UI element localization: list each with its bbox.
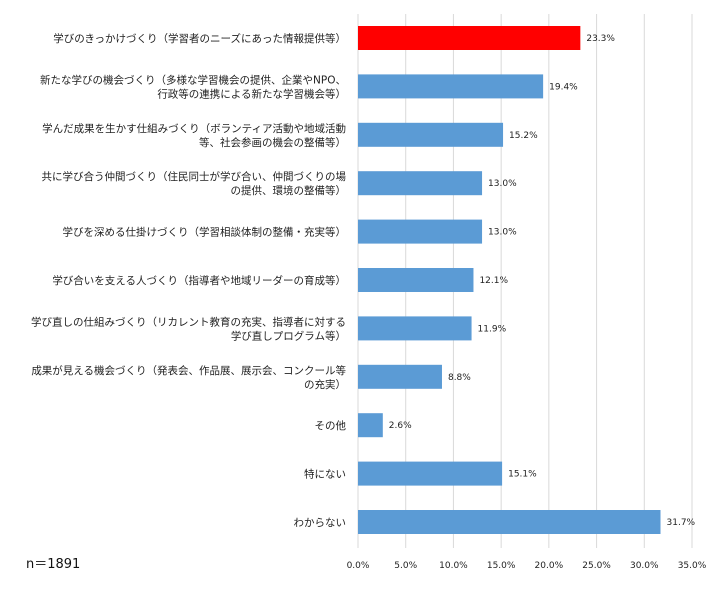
- value-label: 2.6%: [389, 421, 412, 431]
- category-labels: 学びのきっかけづくり（学習者のニーズにあった情報提供等） 新たな学びの機会づくり（…: [31, 32, 346, 529]
- bar: [358, 74, 544, 99]
- bar: [358, 122, 504, 147]
- bar: [358, 461, 503, 486]
- value-labels: 23.3% 19.4% 15.2% 13.0% 13.0% 12.1% 11.9% 8.8% 2…: [389, 34, 696, 528]
- x-axis-ticks: 0.0% 5.0% 10.0% 15.0% 20.0% 25.0% 30.0% 35.0%: [347, 561, 707, 571]
- category-label: 学び合いを支える人づくり（指導者や地域リーダーの育成等）: [52, 274, 346, 287]
- category-label: 新たな学びの機会づくり（多様な学習機会の提供、企業やNPO、行政等の連携による新…: [40, 73, 346, 100]
- value-label: 23.3%: [586, 34, 615, 44]
- x-tick-label: 10.0%: [439, 561, 468, 571]
- x-tick-label: 25.0%: [582, 561, 611, 571]
- value-label: 12.1%: [479, 276, 508, 286]
- bar: [358, 26, 581, 50]
- bar: [358, 268, 474, 292]
- category-label: わからない: [294, 517, 347, 529]
- category-label: その他: [315, 419, 347, 432]
- x-tick-label: 0.0%: [347, 561, 370, 571]
- category-label: 学んだ成果を生かす仕組みづくり（ボランティア活動や地域活動等、社会参画の機会の整…: [42, 122, 346, 149]
- bar: [358, 413, 383, 438]
- category-label: 共に学び合う仲間づくり（住民同士が学び合い、仲間づくりの場の提供、環境の整備等）: [42, 170, 347, 197]
- value-label: 11.9%: [478, 324, 507, 334]
- category-label: 特にない: [304, 469, 346, 481]
- value-label: 15.1%: [508, 470, 537, 480]
- value-label: 13.0%: [488, 228, 517, 238]
- bars: [358, 26, 661, 534]
- x-tick-label: 35.0%: [678, 561, 707, 571]
- value-label: 13.0%: [488, 179, 517, 189]
- x-tick-label: 15.0%: [487, 561, 516, 571]
- bar: [358, 219, 483, 244]
- x-tick-label: 20.0%: [535, 561, 564, 571]
- x-tick-label: 5.0%: [394, 561, 417, 571]
- value-label: 19.4%: [549, 82, 578, 92]
- value-label: 8.8%: [448, 373, 471, 383]
- bar: [358, 510, 661, 534]
- value-label: 15.2%: [509, 131, 538, 141]
- sample-size-note: n＝1891: [26, 557, 81, 572]
- bar: [358, 364, 442, 389]
- x-tick-label: 30.0%: [630, 561, 659, 571]
- category-label: 学び直しの仕組みづくり（リカレント教育の充実、指導者に対する学び直しプログラム等…: [31, 315, 346, 342]
- bar: [358, 171, 483, 196]
- category-label: 学びのきっかけづくり（学習者のニーズにあった情報提供等）: [53, 32, 346, 45]
- value-label: 31.7%: [667, 518, 696, 528]
- category-label: 学びを深める仕掛けづくり（学習相談体制の整備・充実等）: [63, 226, 347, 239]
- bar: [358, 316, 472, 341]
- category-label: 成果が見える機会づくり（発表会、作品展、展示会、コンクール等の充実）: [31, 364, 346, 391]
